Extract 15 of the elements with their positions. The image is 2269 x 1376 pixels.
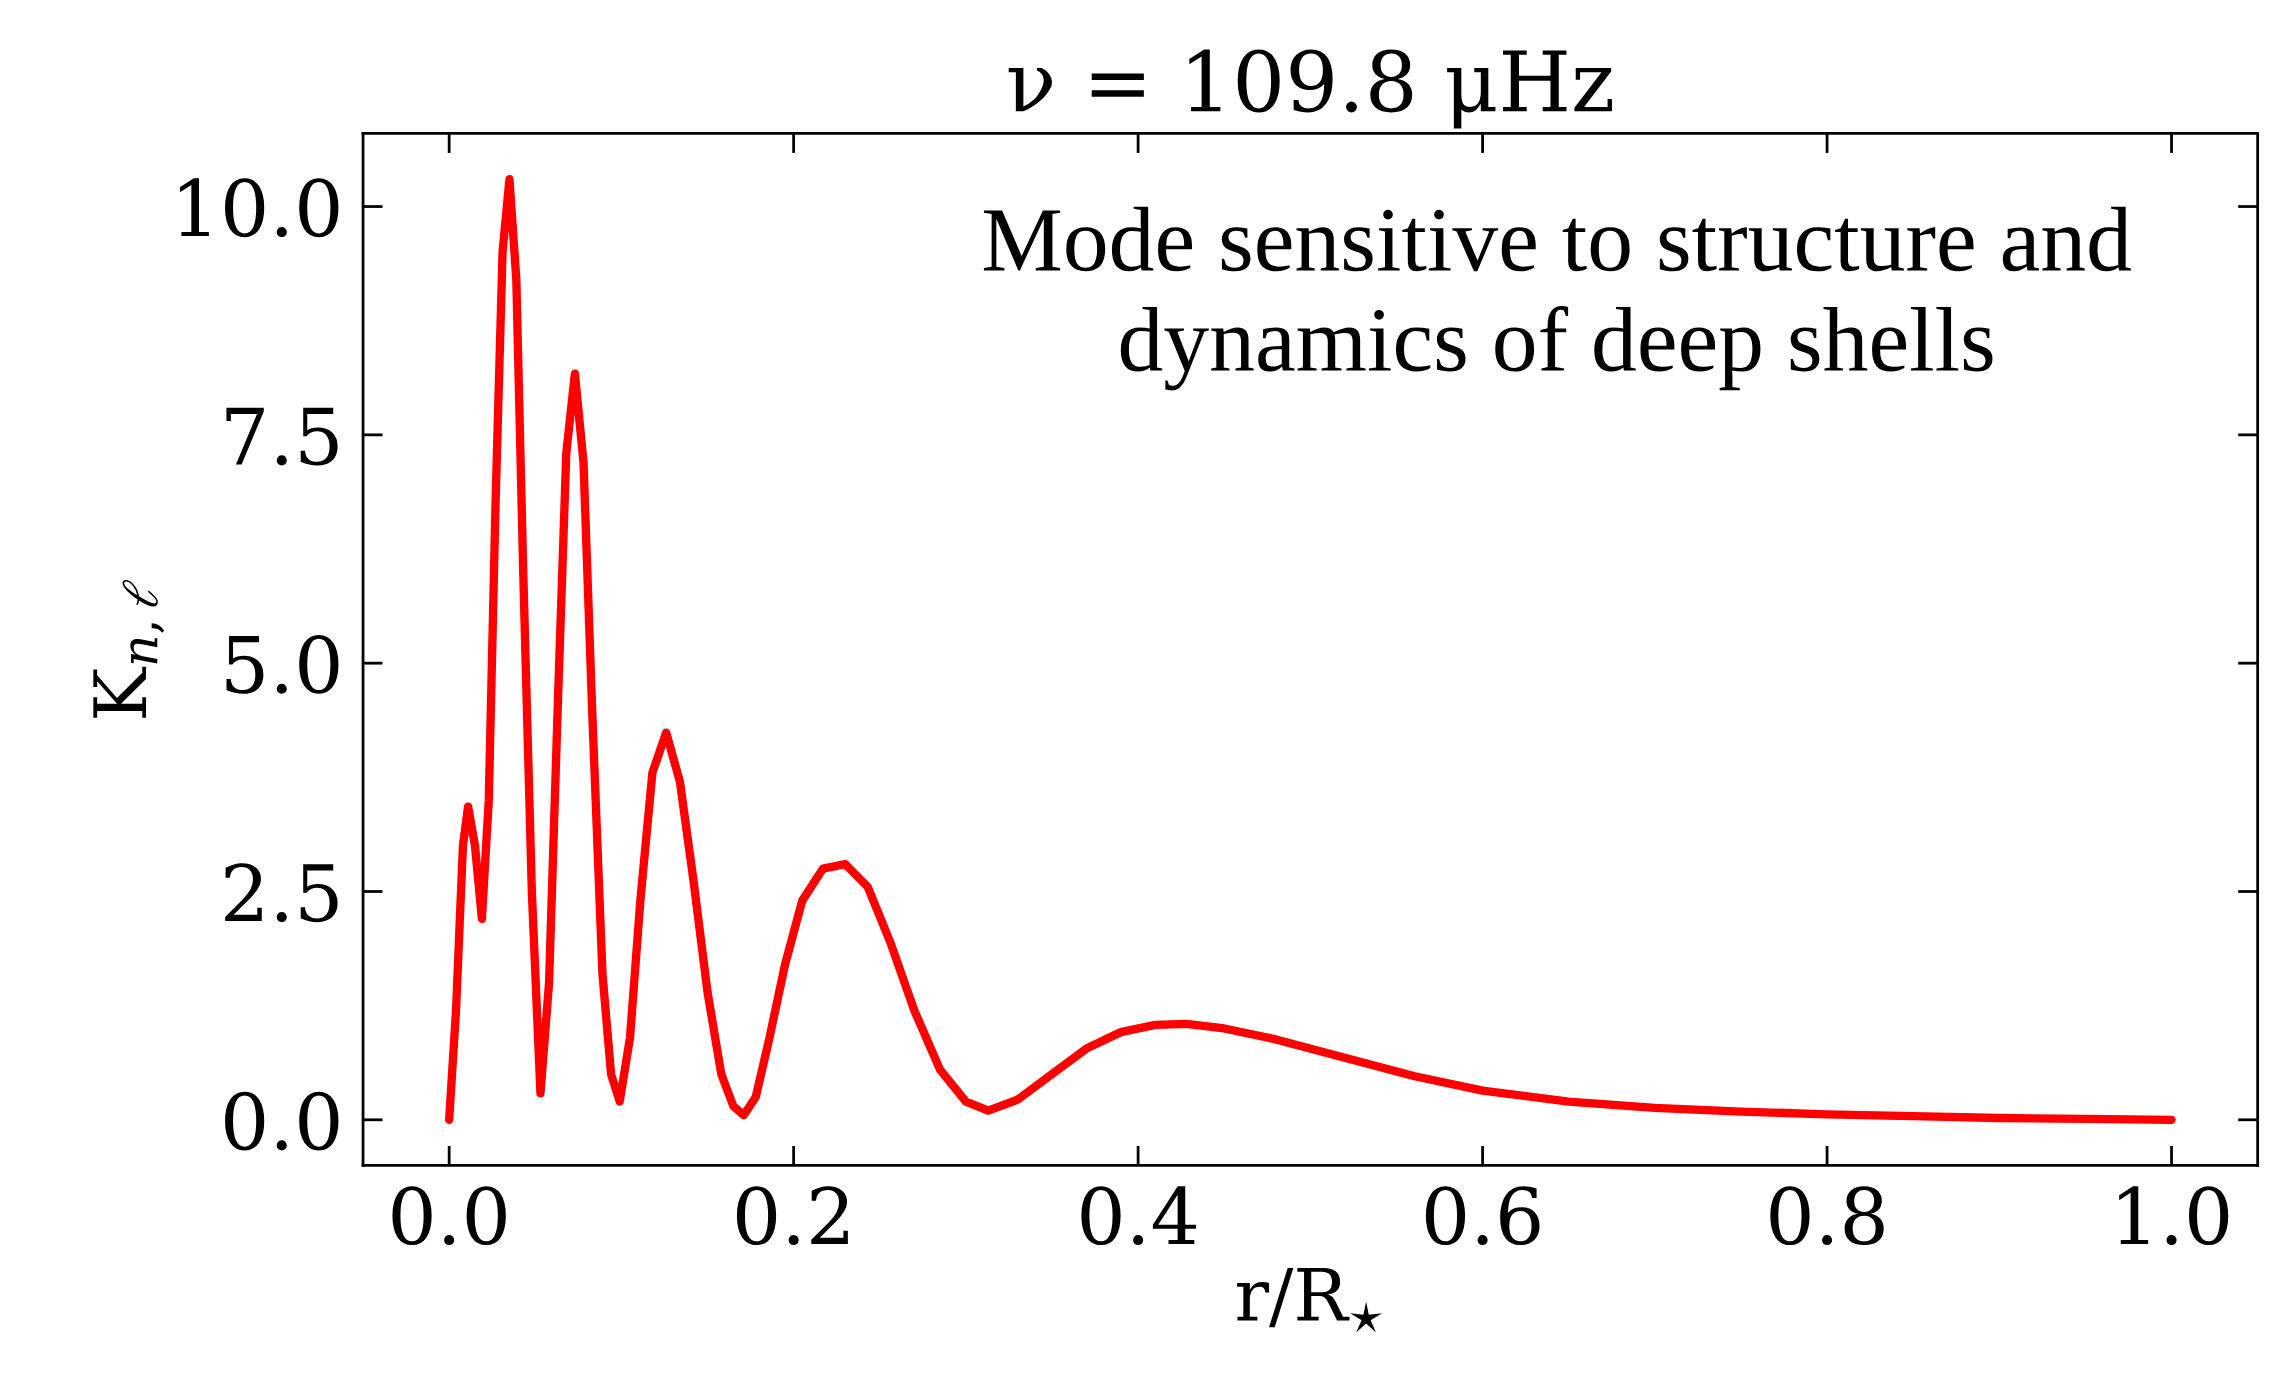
chart-title: ν = 109.8 μHz [1008,49,1612,129]
x-tick-label: 1.0 [2119,1186,2229,1246]
y-tick-label: 5.0 [226,634,339,694]
x-tick-label: 0.8 [1770,1186,1884,1246]
y-axis-title: K$_{n,ℓ}$ [93,580,165,718]
annotation: Mode sensitive to structure and dynamics of deep shells [983,206,2131,391]
x-tick-label: 0.6 [1425,1186,1540,1246]
x-tick-label: 0.4 [1081,1186,1197,1246]
y-tick-label: 0.0 [225,1091,339,1151]
x-axis-title: r/R$_{⋆}$ [1237,1267,1383,1333]
x-tick-label: 0.0 [392,1186,506,1246]
x-tick-label: 0.2 [736,1186,848,1246]
y-tick-label: 10.0 [179,178,339,238]
y-tick-label: 7.5 [226,407,338,466]
y-tick-label: 2.5 [225,863,338,923]
